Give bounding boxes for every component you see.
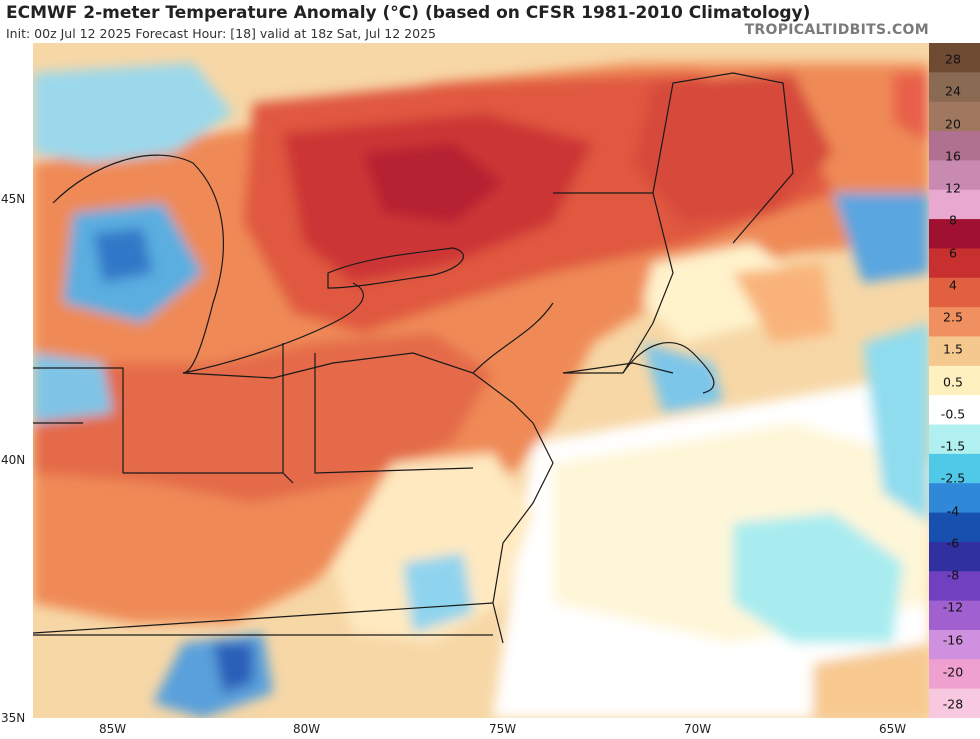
colorbar-label: -16 <box>942 632 964 647</box>
colorbar-label: 24 <box>945 83 961 99</box>
latitude-label-35n: 35N <box>1 711 26 725</box>
colorbar-label: 6 <box>949 245 957 260</box>
colorbar-label: 0.5 <box>943 374 963 389</box>
colorbar-swatch <box>929 248 980 279</box>
colorbar-label: -0.5 <box>940 406 966 422</box>
colorbar-swatch <box>929 512 980 543</box>
colorbar-label: 1.5 <box>943 341 963 357</box>
colorbar-swatch <box>929 101 980 132</box>
colorbar-swatch <box>929 571 980 602</box>
colorbar-label: 28 <box>945 51 961 67</box>
colorbar-swatch <box>929 600 980 631</box>
longitude-label-65w: 65W <box>879 722 907 736</box>
colorbar-label: -8 <box>946 567 960 583</box>
colorbar-label: -2.5 <box>940 470 966 486</box>
colorbar <box>929 43 980 718</box>
colorbar-swatch <box>929 365 980 396</box>
colorbar-label: -4 <box>946 503 960 518</box>
colorbar-label: -6 <box>946 535 960 551</box>
longitude-label-80w: 80W <box>293 722 321 736</box>
colorbar-swatch <box>929 43 980 73</box>
colorbar-label: -20 <box>942 664 964 680</box>
colorbar-label: -12 <box>942 599 964 615</box>
colorbar-swatch <box>929 219 980 249</box>
colorbar-swatch <box>929 395 980 426</box>
colorbar-label: 2.5 <box>943 309 963 325</box>
colorbar-swatch <box>929 189 980 220</box>
map-title: ECMWF 2-meter Temperature Anomaly (°C) (… <box>6 3 811 23</box>
colorbar-swatch <box>929 483 980 514</box>
colorbar-swatch <box>929 72 980 103</box>
colorbar-label: 12 <box>945 180 961 196</box>
colorbar-swatch <box>929 160 980 191</box>
colorbar-label: -28 <box>942 696 964 712</box>
colorbar-swatch <box>929 688 980 718</box>
colorbar-label: -1.5 <box>940 438 966 454</box>
brand-watermark: TROPICALTIDBITS.COM <box>744 22 929 38</box>
colorbar-swatch <box>929 541 980 572</box>
colorbar-swatch <box>929 307 980 337</box>
colorbar-swatch <box>929 453 980 484</box>
colorbar-swatch <box>929 131 980 161</box>
colorbar-swatch <box>929 277 980 308</box>
colorbar-swatch <box>929 336 980 367</box>
map-subtitle: Init: 00z Jul 12 2025 Forecast Hour: [18… <box>6 26 436 41</box>
colorbar-label: 8 <box>949 212 957 228</box>
colorbar-label: 4 <box>949 277 957 293</box>
colorbar-label: 20 <box>945 116 961 131</box>
temperature-anomaly-map <box>33 43 929 718</box>
colorbar-swatch <box>929 629 980 660</box>
latitude-label-45n: 45N <box>1 192 26 206</box>
longitude-label-75w: 75W <box>489 722 517 736</box>
colorbar-label: 16 <box>945 148 961 164</box>
longitude-label-70w: 70W <box>684 722 712 736</box>
longitude-label-85w: 85W <box>99 722 127 736</box>
colorbar-swatch <box>929 424 980 455</box>
latitude-label-40n: 40N <box>1 453 26 467</box>
colorbar-swatch <box>929 659 980 690</box>
